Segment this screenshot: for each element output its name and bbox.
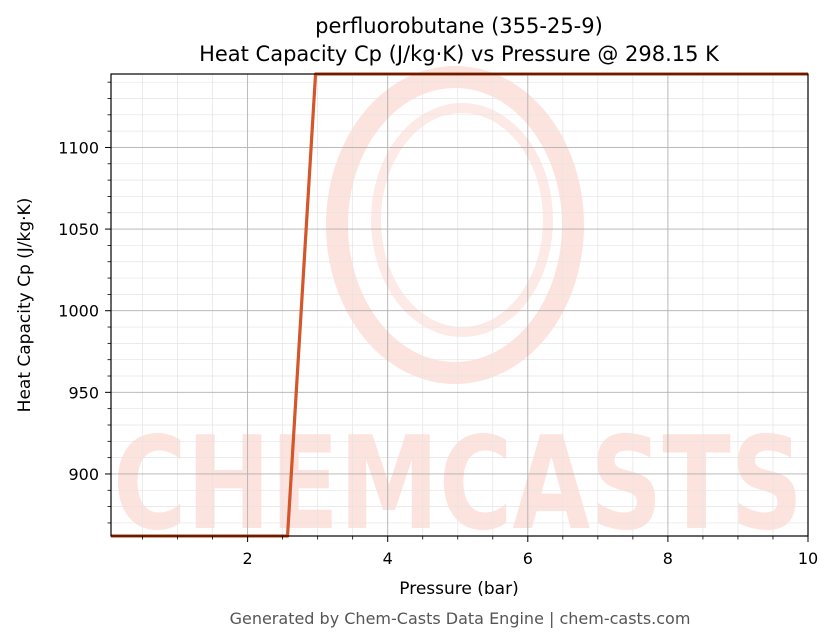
chart-subtitle: Heat Capacity Cp (J/kg·K) vs Pressure @ … [199, 42, 720, 66]
x-axis-label: Pressure (bar) [399, 579, 518, 599]
watermark-logo [326, 66, 584, 384]
y-tick-label: 900 [68, 465, 99, 484]
y-axis-label: Heat Capacity Cp (J/kg·K) [15, 198, 35, 413]
y-axis: 900 950 1000 1050 1100 [58, 81, 111, 524]
x-tick-label: 4 [383, 549, 393, 568]
chart-title: perfluorobutane (355-25-9) [315, 14, 603, 38]
grid-minor-lines [111, 74, 808, 536]
y-tick-label: 950 [68, 383, 99, 402]
x-tick-label: 10 [798, 549, 818, 568]
y-tick-label: 1100 [58, 138, 99, 157]
x-tick-label: 6 [523, 549, 533, 568]
y-tick-label: 1050 [58, 220, 99, 239]
footer-credit: Generated by Chem-Casts Data Engine | ch… [230, 609, 691, 628]
plot-frame [110, 73, 809, 537]
x-axis: 2 4 6 8 10 [142, 536, 818, 568]
x-tick-label: 2 [243, 549, 253, 568]
grid-major-lines [111, 74, 809, 536]
y-tick-label: 1000 [58, 302, 99, 321]
x-tick-label: 8 [663, 549, 673, 568]
